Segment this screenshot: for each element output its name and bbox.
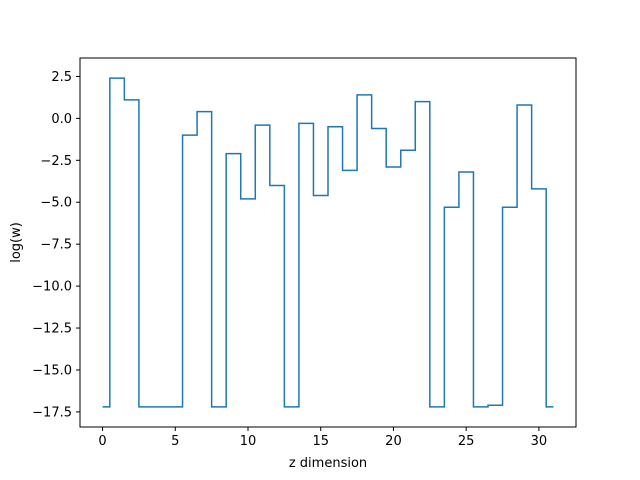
y-tick-label: −2.5 <box>40 154 72 169</box>
y-axis-label: log(w) <box>9 222 24 263</box>
x-tick-label: 10 <box>240 434 257 449</box>
y-tick-label: −10.0 <box>32 280 72 295</box>
plot-area <box>102 77 554 408</box>
y-tick-label: −7.5 <box>40 238 72 253</box>
y-tick-label: 2.5 <box>51 70 72 85</box>
y-tick-label: −5.0 <box>40 196 72 211</box>
x-tick-label: 0 <box>98 434 106 449</box>
y-tick-label: −15.0 <box>32 363 72 378</box>
x-tick-label: 5 <box>171 434 179 449</box>
y-tick-label: 0.0 <box>51 112 72 127</box>
x-axis-label: z dimension <box>289 456 367 471</box>
x-tick-label: 20 <box>385 434 402 449</box>
y-tick-label: −12.5 <box>32 322 72 337</box>
axes: 0 5 10 15 20 25 30 2.5 0.0 −2.5 −5.0 −7.5 −10.0 −12.5… <box>32 57 577 449</box>
series-step-line <box>102 77 554 408</box>
y-tick-label: −17.5 <box>32 405 72 420</box>
x-tick-label: 15 <box>312 434 329 449</box>
x-tick-label: 25 <box>458 434 475 449</box>
x-tick-label: 30 <box>531 434 548 449</box>
axes-frame <box>79 57 577 428</box>
